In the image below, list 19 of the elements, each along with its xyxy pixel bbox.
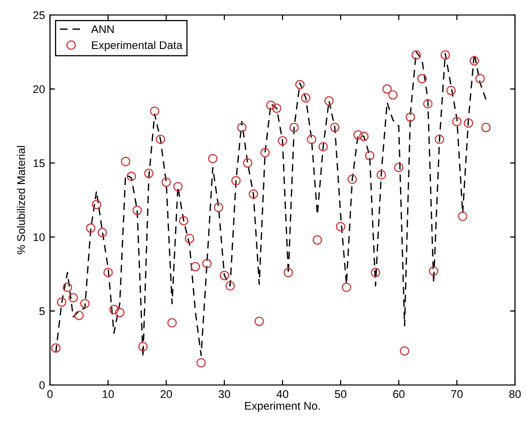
x-tick-label: 70 [451, 390, 463, 398]
y-tick-label: 0 [39, 381, 45, 390]
y-axis-title: % Solubilized Material [16, 146, 26, 254]
y-tick-label: 25 [33, 11, 45, 20]
x-tick-label: 10 [102, 390, 114, 398]
y-tick-label: 20 [33, 85, 45, 94]
x-tick-label: 60 [393, 390, 404, 398]
x-axis-title: Experiment No. [245, 402, 320, 412]
x-tick-label: 30 [218, 390, 230, 398]
x-tick-label: 80 [509, 390, 521, 398]
y-tick-label: 10 [34, 233, 45, 242]
y-tick-label: 15 [34, 159, 45, 168]
legend-label: Experimental Data [92, 40, 183, 52]
legend-label: ANN [91, 25, 114, 34]
x-tick-label: 20 [160, 390, 172, 398]
x-tick-label: 0 [47, 390, 53, 398]
x-tick-label: 40 [276, 390, 288, 398]
x-tick-label: 50 [334, 390, 346, 398]
y-tick-label: 5 [39, 307, 45, 316]
